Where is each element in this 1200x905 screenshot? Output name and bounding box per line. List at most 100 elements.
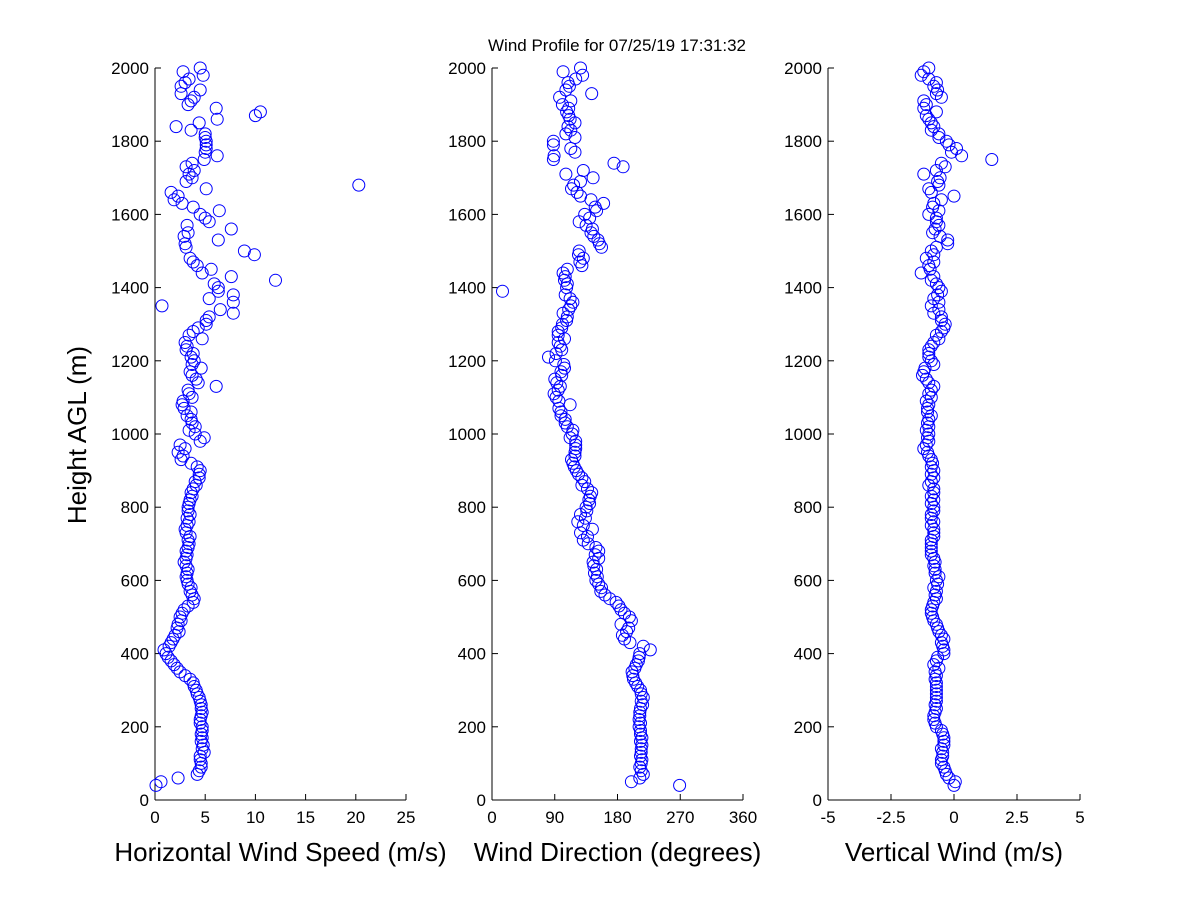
speed-data-point xyxy=(192,764,206,778)
speed-data-point xyxy=(185,390,199,404)
vertical-data-point xyxy=(924,497,938,510)
speed-data-point xyxy=(210,112,224,126)
speed-data-point xyxy=(189,683,203,697)
direction-y-tick-label: 1400 xyxy=(448,279,486,298)
vertical-data-point xyxy=(942,771,956,785)
direction-x-tick-label: 180 xyxy=(603,808,631,827)
speed-points xyxy=(149,61,366,792)
speed-data-point xyxy=(177,603,191,617)
speed-data-point xyxy=(182,423,196,437)
speed-data-point xyxy=(188,420,202,434)
direction-data-point xyxy=(673,778,687,792)
direction-data-point xyxy=(643,643,657,657)
vertical-data-point xyxy=(924,453,938,467)
speed-data-point xyxy=(202,292,216,306)
vertical-data-point xyxy=(938,317,952,331)
speed-data-point xyxy=(181,562,195,576)
direction-data-point xyxy=(554,365,568,379)
direction-data-point xyxy=(562,109,576,123)
vertical-data-point xyxy=(924,508,938,521)
direction-data-point xyxy=(603,592,617,606)
speed-data-point xyxy=(184,123,198,137)
vertical-data-point xyxy=(924,273,938,287)
direction-data-point xyxy=(565,182,578,196)
vertical-data-point xyxy=(922,112,936,126)
speed-data-point xyxy=(181,98,195,112)
speed-data-point xyxy=(172,625,186,639)
speed-y-tick-label: 800 xyxy=(121,498,149,517)
speed-data-point xyxy=(171,189,185,203)
vertical-y-tick-label: 1800 xyxy=(784,132,822,151)
speed-data-point xyxy=(186,255,200,269)
vertical-data-point xyxy=(934,636,948,650)
vertical-data-point xyxy=(932,127,946,141)
vertical-data-point xyxy=(929,617,943,631)
speed-data-point xyxy=(207,277,221,291)
vertical-data-point xyxy=(942,138,956,152)
speed-data-point xyxy=(183,251,197,265)
speed-data-point xyxy=(197,431,211,445)
direction-y-tick-label: 1200 xyxy=(448,352,486,371)
speed-data-point xyxy=(211,281,225,295)
direction-data-point xyxy=(607,156,621,170)
vertical-data-point xyxy=(934,314,948,327)
speed-y-tick-label: 2000 xyxy=(111,59,149,78)
speed-panel: 0 5 10 15 20 25 0 200 400 600 800 1000 1200 1400 1600 1… xyxy=(111,59,447,867)
vertical-data-point xyxy=(917,365,931,379)
speed-data-point xyxy=(182,515,196,529)
speed-data-point xyxy=(185,358,199,371)
vertical-data-point xyxy=(922,478,936,492)
vertical-y-tick-label: 2000 xyxy=(784,59,822,78)
speed-data-point xyxy=(177,555,191,569)
vertical-y-tick-label: 400 xyxy=(794,645,822,664)
vertical-x-tick-label: 5 xyxy=(1075,808,1084,827)
speed-x-tick-label: 5 xyxy=(200,808,209,827)
vertical-data-point xyxy=(941,237,955,251)
direction-data-point xyxy=(556,65,570,79)
direction-data-point xyxy=(576,68,590,82)
vertical-data-point xyxy=(927,482,941,496)
speed-data-point xyxy=(195,724,209,737)
direction-data-point xyxy=(564,142,578,155)
direction-data-point xyxy=(634,727,647,741)
vertical-data-point xyxy=(932,570,946,584)
direction-data-point xyxy=(561,120,575,134)
vertical-data-point xyxy=(937,760,951,774)
vertical-data-point xyxy=(937,738,951,752)
direction-data-point xyxy=(574,175,587,188)
direction-data-point xyxy=(568,145,582,159)
speed-x-tick-label: 20 xyxy=(346,808,365,827)
speed-data-point xyxy=(184,456,198,470)
direction-y-tick-label: 600 xyxy=(458,571,486,590)
speed-data-point xyxy=(199,317,213,331)
vertical-data-point xyxy=(927,526,941,540)
speed-data-point xyxy=(173,438,187,452)
speed-data-point xyxy=(193,753,207,767)
speed-data-point xyxy=(248,109,262,123)
direction-data-point xyxy=(550,376,564,390)
speed-data-point xyxy=(149,778,163,792)
speed-x-tick-label: 10 xyxy=(246,808,265,827)
vertical-y-tick-label: 0 xyxy=(813,791,822,810)
direction-data-point xyxy=(579,500,593,514)
speed-data-point xyxy=(209,101,223,115)
vertical-data-point xyxy=(927,358,941,371)
direction-data-point xyxy=(585,486,599,500)
direction-data-point xyxy=(588,548,602,562)
speed-data-point xyxy=(190,259,204,273)
speed-data-point xyxy=(180,218,194,232)
direction-data-point xyxy=(572,244,586,258)
speed-data-point xyxy=(179,559,193,573)
speed-data-point xyxy=(183,365,197,379)
direction-data-point xyxy=(576,533,590,547)
vertical-data-point xyxy=(922,343,936,357)
speed-data-point xyxy=(164,636,178,650)
direction-data-point xyxy=(578,475,592,489)
direction-data-point xyxy=(581,537,595,551)
vertical-data-point xyxy=(924,185,938,199)
speed-data-point xyxy=(186,482,200,496)
vertical-y-tick-label: 600 xyxy=(794,571,822,590)
direction-data-point xyxy=(587,229,601,243)
direction-data-point xyxy=(547,149,561,163)
